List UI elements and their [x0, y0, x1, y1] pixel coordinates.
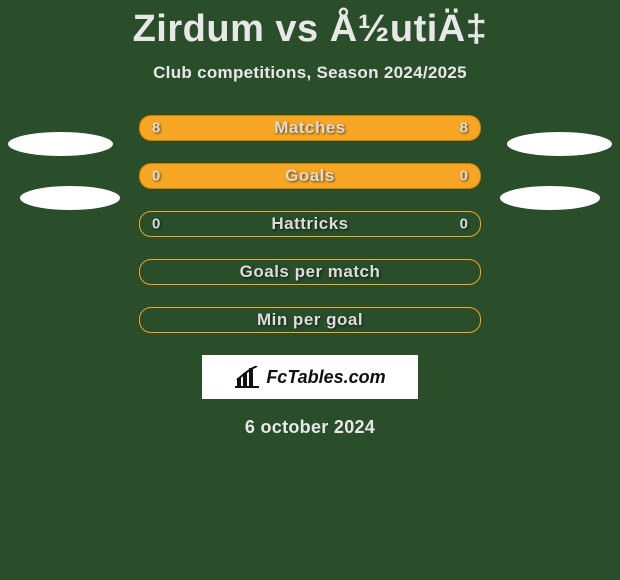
avatar-placeholder	[8, 132, 113, 156]
stat-label: Min per goal	[257, 310, 363, 330]
date-label: 6 october 2024	[0, 417, 620, 438]
stat-label: Matches	[274, 118, 346, 138]
stat-label: Goals	[285, 166, 335, 186]
stat-value-right: 8	[460, 120, 468, 137]
avatar-placeholder	[500, 186, 600, 210]
stat-value-right: 0	[460, 216, 468, 233]
avatar-placeholder	[20, 186, 120, 210]
stat-row-goals: 0 Goals 0	[139, 163, 481, 189]
page-title: Zirdum vs Å½utiÄ‡	[0, 8, 620, 51]
stat-row-min-per-goal: Min per goal	[139, 307, 481, 333]
stat-value-left: 8	[152, 120, 160, 137]
stat-label: Hattricks	[271, 214, 348, 234]
logo-text: FcTables.com	[266, 367, 385, 388]
stat-row-goals-per-match: Goals per match	[139, 259, 481, 285]
stat-label: Goals per match	[240, 262, 381, 282]
stat-value-left: 0	[152, 168, 160, 185]
bar-chart-icon	[234, 366, 260, 388]
stat-row-matches: 8 Matches 8	[139, 115, 481, 141]
stat-row-hattricks: 0 Hattricks 0	[139, 211, 481, 237]
stat-value-left: 0	[152, 216, 160, 233]
stat-value-right: 0	[460, 168, 468, 185]
subtitle: Club competitions, Season 2024/2025	[0, 63, 620, 83]
source-logo: FcTables.com	[202, 355, 418, 399]
avatar-placeholder	[507, 132, 612, 156]
